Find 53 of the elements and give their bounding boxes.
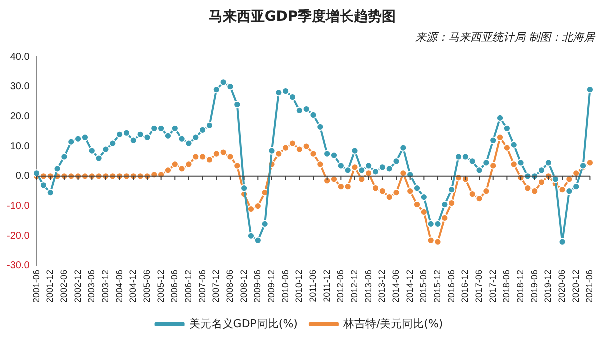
y-tick-label: 30.0 (10, 82, 30, 93)
x-tick-label: 2018-12 (516, 270, 526, 303)
x-tick-label: 2013-06 (363, 270, 374, 303)
x-tick-label: 2012-12 (349, 270, 360, 303)
x-tick-label: 2017-06 (474, 270, 484, 303)
x-tick-label: 2003-06 (86, 270, 97, 303)
x-tick-label: 2010-06 (280, 270, 290, 303)
y-tick-label: -30.0 (6, 260, 30, 272)
y-tick-label: 10.0 (10, 141, 30, 152)
x-tick-label: 2019-06 (529, 270, 540, 303)
chart-subtitle: 来源：马来西亚统计局 制图：北海居 (416, 30, 595, 45)
x-tick-label: 2019-12 (543, 270, 554, 303)
x-tick-label: 2008-12 (238, 270, 249, 303)
y-tick-label: 20.0 (10, 111, 30, 122)
x-tick-label: 2004-06 (114, 270, 124, 303)
x-tick-label: 2001-06 (31, 270, 42, 303)
x-tick-label: 2003-12 (100, 270, 110, 303)
x-tick-label: 2018-06 (502, 270, 512, 303)
chart-title: 马来西亚GDP季度增长趋势图 (208, 8, 398, 26)
x-tick-label: 2021-06 (584, 270, 595, 303)
x-tick-label: 2015-06 (418, 270, 429, 303)
x-tick-label: 2013-12 (377, 270, 388, 303)
x-tick-label: 2014-06 (390, 270, 401, 303)
y-tick-label: 0.0 (16, 171, 30, 182)
x-tick-label: 2007-12 (211, 270, 222, 303)
x-tick-label: 2004-12 (128, 270, 138, 303)
x-tick-label: 2002-12 (72, 270, 83, 303)
y-tick-label: 40.0 (10, 52, 30, 63)
x-tick-label: 2014-12 (404, 270, 415, 303)
x-tick-label: 2020-12 (570, 270, 581, 303)
x-tick-label: 2011-06 (308, 270, 318, 302)
x-tick-label: 2002-06 (58, 270, 69, 303)
x-tick-label: 2005-06 (142, 270, 152, 303)
x-tick-label: 2010-12 (294, 270, 304, 303)
x-tick-label: 2006-06 (170, 270, 180, 303)
legend-label: 美元名义GDP同比(%) (189, 317, 298, 330)
x-tick-label: 2017-12 (488, 270, 498, 303)
x-tick-label: 2008-06 (224, 270, 235, 303)
x-tick-label: 2001-12 (45, 270, 56, 303)
x-tick-label: 2005-12 (156, 270, 166, 303)
x-tick-label: 2006-12 (183, 270, 194, 303)
x-tick-label: 2009-12 (266, 270, 276, 303)
y-tick-label: -20.0 (6, 230, 30, 242)
x-tick-label: 2009-06 (252, 270, 263, 303)
x-tick-label: 2016-06 (446, 270, 456, 303)
x-tick-label: 2016-12 (460, 270, 470, 303)
x-tick-label: 2012-06 (336, 270, 346, 303)
x-tick-label: 2007-06 (197, 270, 208, 303)
x-tick-label: 2011-12 (322, 270, 332, 302)
legend-label: 林吉特/美元同比(%) (342, 317, 444, 330)
y-tick-label: -10.0 (6, 201, 30, 212)
x-tick-label: 2020-06 (557, 270, 568, 303)
x-tick-label: 2015-12 (432, 270, 442, 303)
